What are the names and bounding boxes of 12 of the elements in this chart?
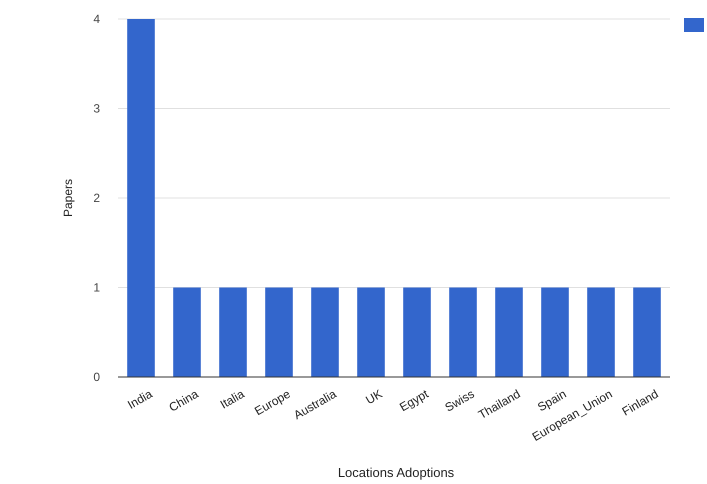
y-tick-label: 1 — [93, 280, 100, 295]
y-tick-label: 3 — [93, 102, 100, 116]
x-tick-label: UK — [363, 386, 385, 408]
y-tick-label: 2 — [93, 191, 100, 206]
x-tick-label: China — [166, 386, 201, 415]
x-axis-title: Locations Adoptions — [338, 465, 455, 480]
x-tick-label: Italia — [218, 386, 247, 412]
y-tick-label: 4 — [93, 12, 100, 26]
x-tick-label: Swiss — [442, 386, 477, 415]
y-axis-title: Papers — [61, 178, 75, 218]
x-tick-label: India — [125, 386, 155, 412]
y-tick-label: 0 — [93, 370, 100, 384]
